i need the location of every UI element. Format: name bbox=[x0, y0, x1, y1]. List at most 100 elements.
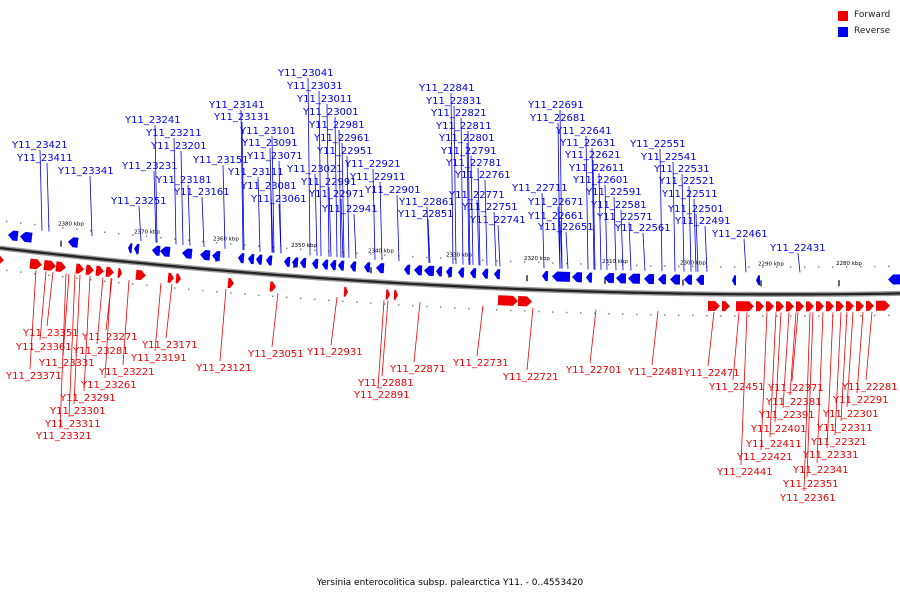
reverse-label-connector bbox=[201, 196, 205, 248]
track-dot bbox=[6, 269, 8, 272]
track-dot bbox=[118, 281, 120, 284]
reverse-gene-label: Y11_22911 bbox=[349, 172, 406, 183]
track-dot bbox=[48, 274, 50, 276]
forward-gene-label: Y11_23361 bbox=[15, 342, 72, 353]
reverse-gene-arrow bbox=[552, 271, 571, 282]
track-dot bbox=[636, 264, 638, 267]
forward-gene-label: Y11_22451 bbox=[708, 382, 765, 393]
forward-label-connector bbox=[219, 288, 227, 362]
forward-label-connector bbox=[760, 312, 768, 451]
track-dot bbox=[622, 313, 624, 315]
track-dot bbox=[874, 265, 876, 268]
reverse-gene-label: Y11_23101 bbox=[239, 126, 296, 137]
track-dot bbox=[440, 306, 442, 308]
track-dot bbox=[706, 314, 708, 317]
track-dot bbox=[496, 309, 498, 311]
reverse-gene-label: Y11_23141 bbox=[208, 100, 265, 111]
kbp-label: 2310 kbp bbox=[602, 259, 628, 265]
track-dot bbox=[216, 242, 218, 244]
forward-label-connector bbox=[526, 307, 534, 371]
forward-gene-arrow bbox=[815, 301, 824, 312]
track-dot bbox=[258, 294, 260, 296]
track-dot bbox=[650, 265, 652, 267]
forward-label-connector bbox=[122, 279, 130, 366]
track-dot bbox=[328, 299, 330, 302]
reverse-gene-arrow bbox=[134, 243, 140, 254]
reverse-label-connector bbox=[328, 186, 332, 257]
forward-gene-label: Y11_22931 bbox=[306, 347, 363, 358]
track-dot bbox=[664, 265, 666, 267]
reverse-gene-label: Y11_23071 bbox=[246, 151, 303, 162]
reverse-label-connector bbox=[598, 172, 602, 270]
legend-reverse-label: Reverse bbox=[854, 26, 891, 36]
track-dot bbox=[244, 293, 246, 295]
reverse-label-connector bbox=[642, 232, 646, 271]
reverse-label-connector bbox=[154, 124, 158, 243]
reverse-label-connector bbox=[672, 161, 676, 272]
reverse-gene-arrow bbox=[152, 245, 161, 256]
forward-gene-arrow bbox=[865, 300, 874, 311]
reverse-gene-label: Y11_23201 bbox=[150, 141, 207, 152]
reverse-gene-label: Y11_22591 bbox=[585, 187, 642, 198]
reverse-label-connector bbox=[353, 213, 357, 259]
track-dot bbox=[188, 288, 190, 290]
track-dot bbox=[580, 312, 582, 314]
track-dot bbox=[566, 262, 568, 265]
reverse-gene-label: Y11_22971 bbox=[308, 189, 365, 200]
reverse-label-connector bbox=[379, 181, 383, 261]
reverse-gene-arrow bbox=[628, 273, 641, 284]
track-dot bbox=[356, 252, 358, 254]
track-dot bbox=[860, 315, 862, 317]
reverse-gene-label: Y11_22761 bbox=[454, 170, 511, 181]
legend-forward-swatch bbox=[838, 11, 848, 21]
forward-gene-label: Y11_23051 bbox=[247, 349, 304, 360]
reverse-label-connector bbox=[695, 213, 699, 272]
reverse-label-connector bbox=[187, 184, 191, 246]
reverse-label-connector bbox=[493, 211, 497, 267]
forward-gene-arrow bbox=[835, 301, 844, 312]
forward-gene-arrow bbox=[167, 272, 174, 283]
forward-label-connector bbox=[62, 273, 70, 357]
kbp-label: 2380 kbp bbox=[58, 222, 84, 228]
forward-label-connector bbox=[769, 312, 777, 438]
reverse-gene-label: Y11_23011 bbox=[296, 94, 353, 105]
track-dot bbox=[748, 315, 750, 317]
reverse-gene-label: Y11_22661 bbox=[527, 211, 584, 222]
reverse-gene-arrow bbox=[256, 254, 263, 265]
track-dot bbox=[804, 315, 806, 317]
track-dot bbox=[762, 266, 764, 268]
reverse-gene-label: Y11_23021 bbox=[286, 164, 343, 175]
track-dot bbox=[636, 313, 638, 316]
forward-gene-label: Y11_23331 bbox=[38, 358, 95, 369]
reverse-gene-label: Y11_22951 bbox=[316, 146, 373, 157]
track-dot bbox=[20, 271, 22, 273]
forward-gene-label: Y11_22481 bbox=[627, 367, 684, 378]
forward-gene-label: Y11_23291 bbox=[59, 393, 116, 404]
reverse-label-connector bbox=[180, 150, 184, 246]
reverse-gene-label: Y11_22991 bbox=[300, 177, 357, 188]
track-dot bbox=[790, 266, 792, 268]
track-dot bbox=[832, 266, 834, 268]
forward-gene-label: Y11_22321 bbox=[810, 437, 867, 448]
forward-gene-arrow bbox=[517, 296, 532, 307]
forward-label-connector bbox=[377, 300, 385, 389]
kbp-label: 2340 kbp bbox=[368, 248, 394, 254]
track-dot bbox=[104, 280, 106, 282]
reverse-gene-label: Y11_22851 bbox=[397, 209, 454, 220]
track-dot bbox=[272, 295, 274, 297]
reverse-gene-label: Y11_22741 bbox=[469, 215, 526, 226]
reverse-gene-arrow bbox=[160, 246, 171, 257]
forward-gene-label: Y11_22471 bbox=[683, 368, 740, 379]
kbp-label: 2370 kbp bbox=[134, 230, 160, 236]
reverse-gene-arrow bbox=[658, 274, 667, 285]
reverse-gene-arrow bbox=[266, 255, 273, 266]
reverse-label-connector bbox=[138, 205, 142, 242]
reverse-label-connector bbox=[46, 162, 50, 232]
track-dot bbox=[692, 314, 694, 317]
track-dot bbox=[160, 237, 162, 239]
reverse-label-connector bbox=[743, 238, 747, 273]
forward-label-connector bbox=[330, 297, 338, 346]
reverse-gene-arrow bbox=[756, 275, 761, 286]
track-dot bbox=[34, 272, 36, 275]
track-dot bbox=[370, 302, 372, 304]
